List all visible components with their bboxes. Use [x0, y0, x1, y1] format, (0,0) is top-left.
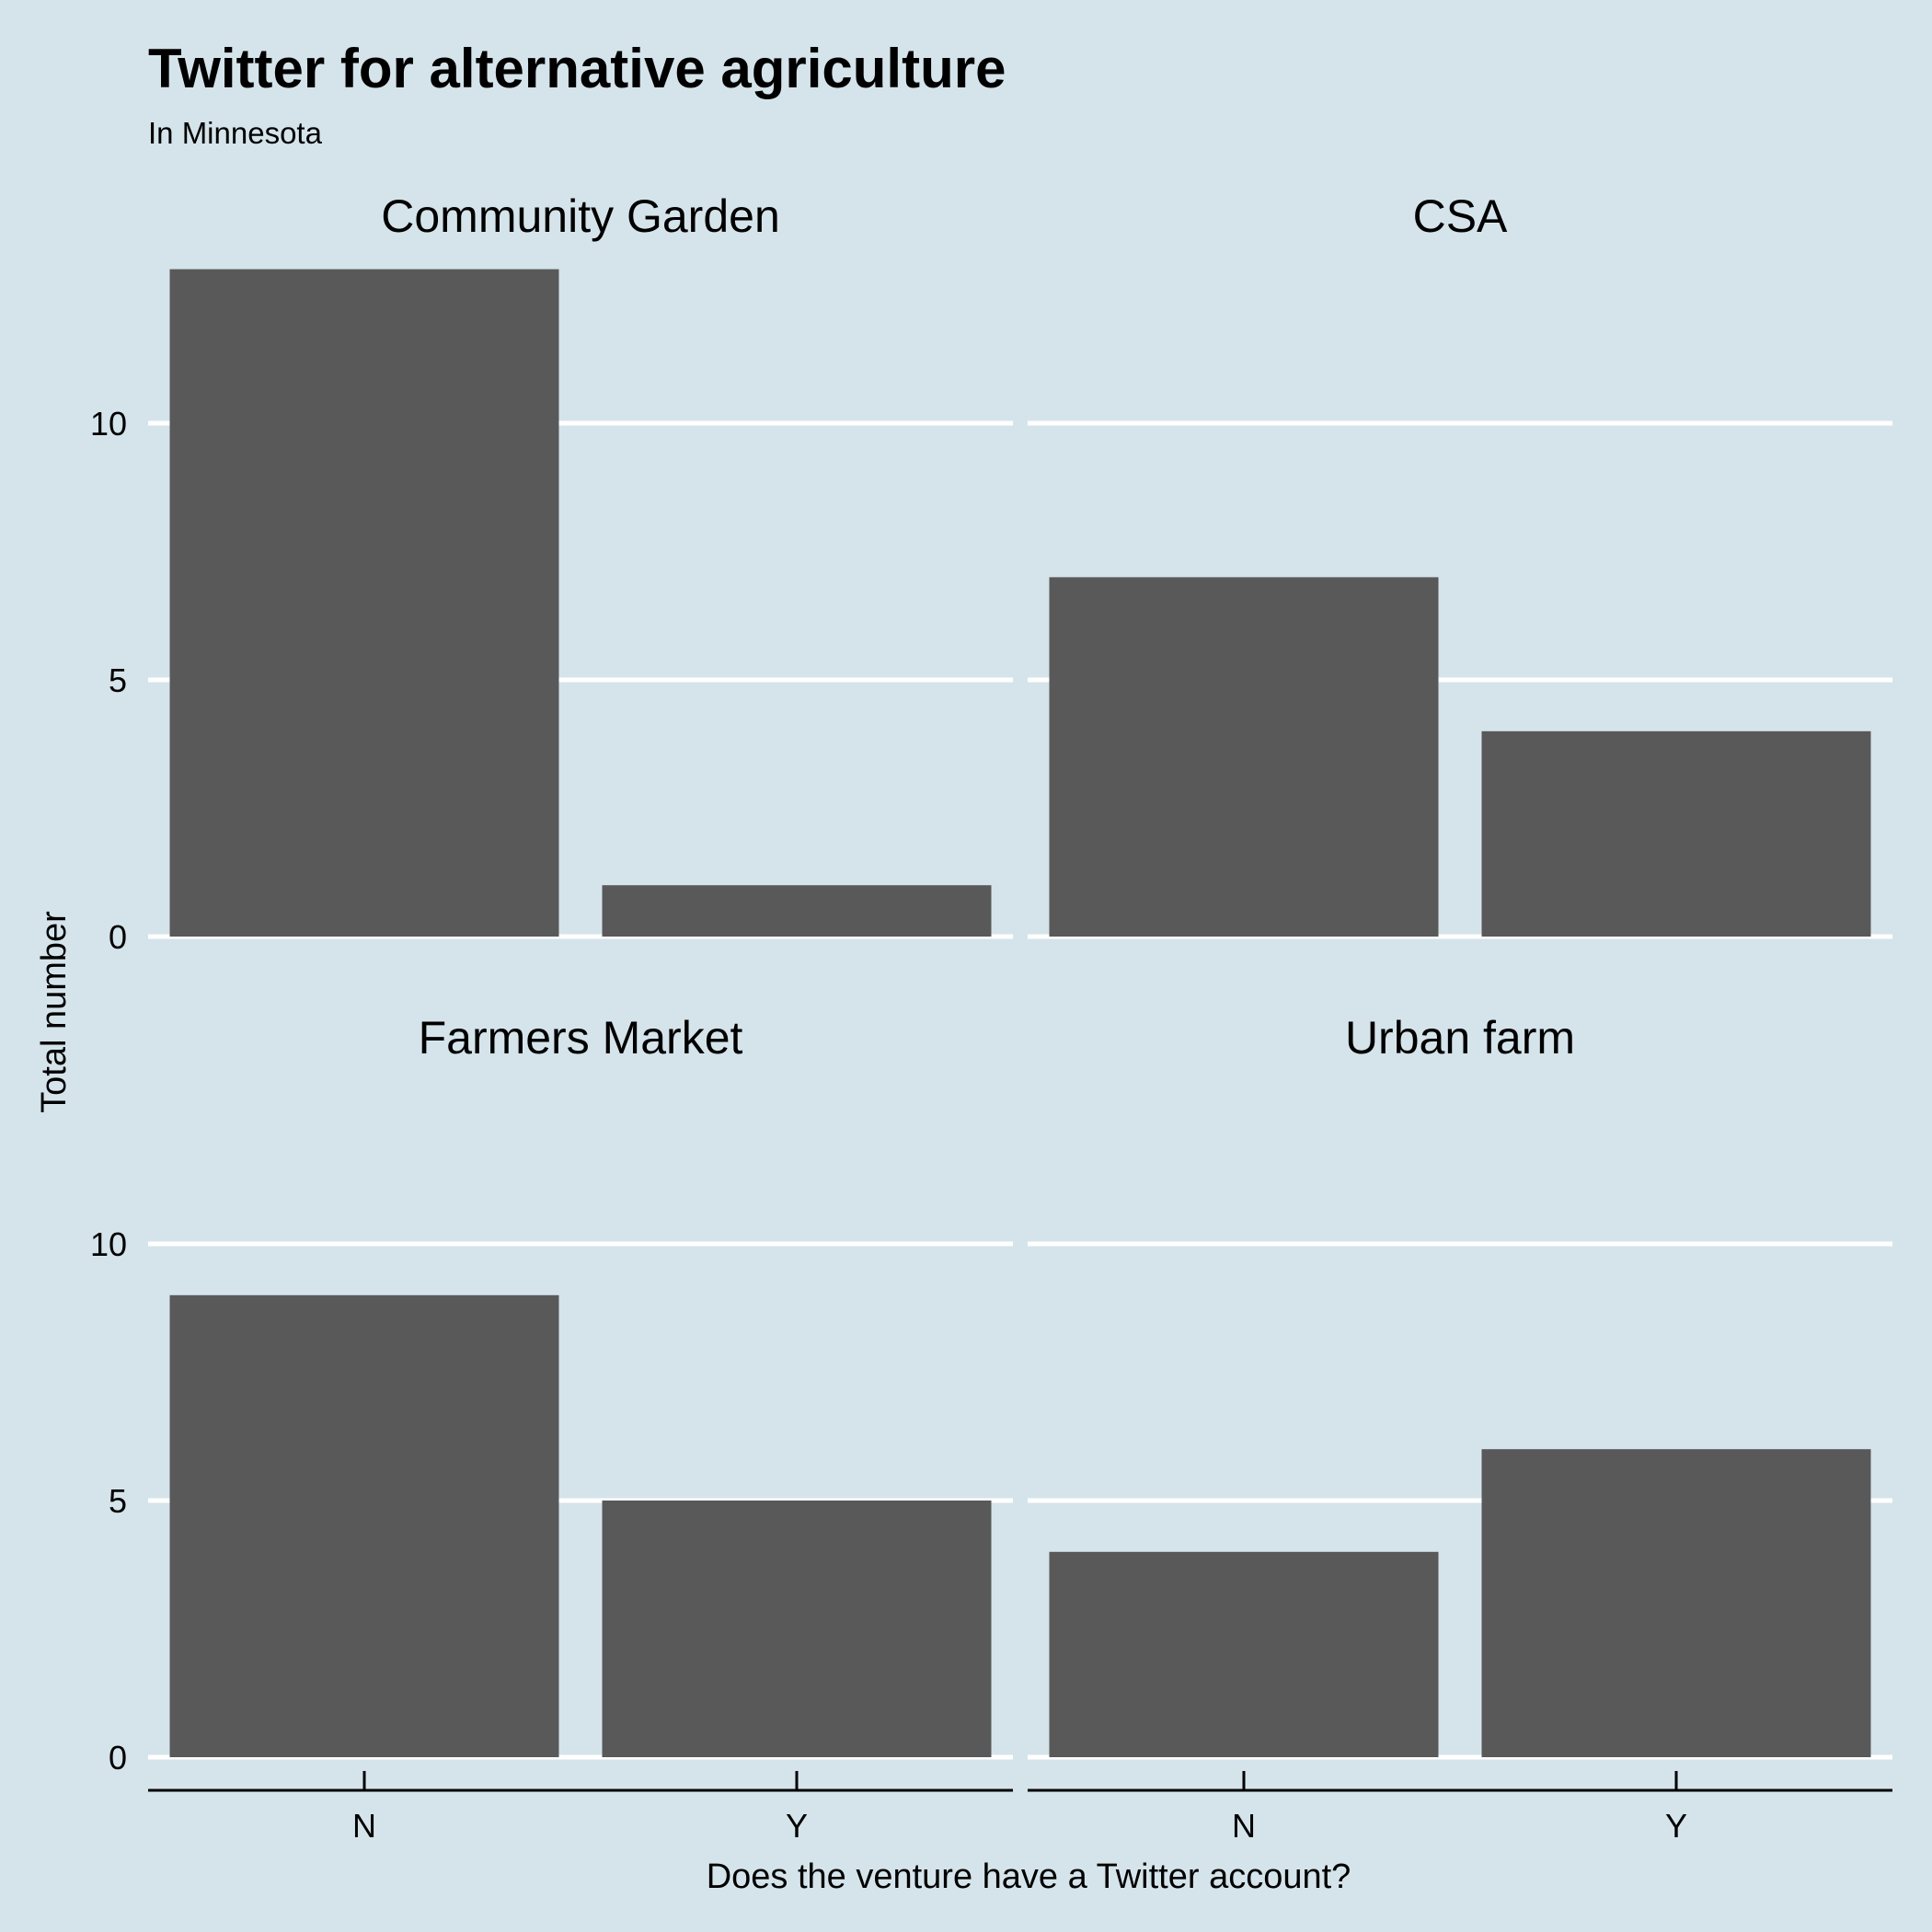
facet-strip-label: Urban farm [1345, 1012, 1575, 1064]
y-tick-label: 5 [109, 661, 127, 699]
bar [1481, 730, 1871, 937]
facet-strip-label: CSA [1413, 190, 1508, 242]
bar [602, 885, 992, 937]
y-tick-label: 10 [90, 405, 127, 443]
bar [169, 269, 559, 937]
facet-panel: Urban farm N Y [1028, 1012, 1892, 1845]
bar [602, 1501, 992, 1757]
bar [1481, 1449, 1871, 1757]
x-tick-label: Y [1665, 1807, 1687, 1845]
y-tick-label: 0 [109, 1739, 127, 1777]
facet-panel: Farmers Market 0 5 10 N Y [90, 1012, 1013, 1845]
facet-panel: CSA [1028, 190, 1892, 939]
bar [1049, 1551, 1439, 1757]
bar [169, 1294, 559, 1757]
bar [1049, 577, 1439, 937]
facet-strip-label: Community Garden [381, 190, 780, 242]
chart-subtitle: In Minnesota [148, 116, 323, 150]
facet-strip-label: Farmers Market [419, 1012, 743, 1064]
x-tick-label: Y [786, 1807, 808, 1845]
y-tick-label: 0 [109, 918, 127, 956]
y-tick-label: 5 [109, 1482, 127, 1520]
y-tick-label: 10 [90, 1225, 127, 1263]
x-tick-label: N [352, 1807, 376, 1845]
x-axis-title: Does the venture have a Twitter account? [707, 1857, 1351, 1896]
x-tick-label: N [1232, 1807, 1256, 1845]
y-axis-title: Total number [35, 911, 74, 1113]
chart-title: Twitter for alternative agriculture [148, 38, 1006, 99]
facet-panels: Community Garden 0 5 10 CSA Farmers Market 0 5 1… [90, 190, 1892, 1845]
facet-panel: Community Garden 0 5 10 [90, 190, 1013, 956]
